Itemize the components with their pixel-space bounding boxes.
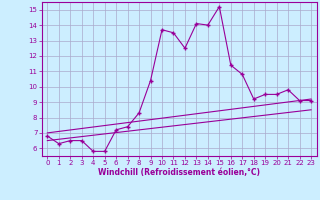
X-axis label: Windchill (Refroidissement éolien,°C): Windchill (Refroidissement éolien,°C) bbox=[98, 168, 260, 177]
